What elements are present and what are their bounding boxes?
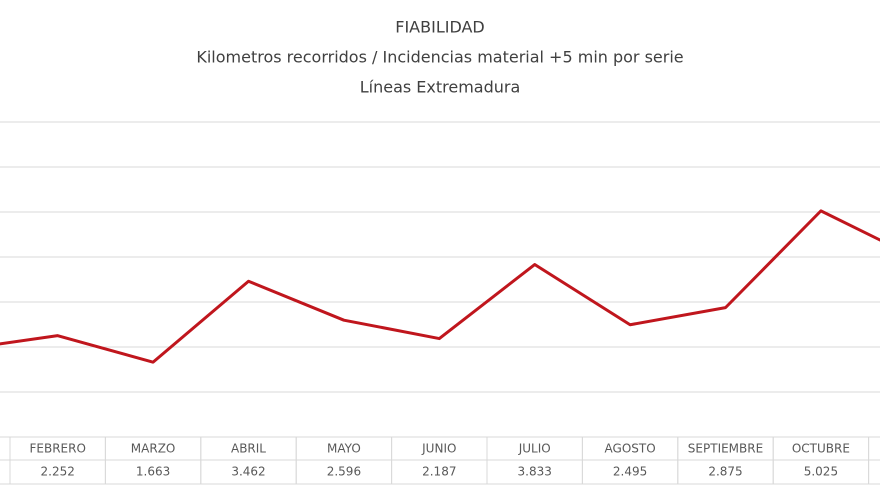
chart-subtitle: Kilometros recorridos / Incidencias mate… xyxy=(196,48,683,67)
table-cell xyxy=(0,459,11,485)
series-line xyxy=(0,209,880,364)
x-tick-label: MARZO xyxy=(131,442,176,456)
value-label: 3.833 xyxy=(518,465,552,479)
value-label: 3.462 xyxy=(231,465,265,479)
x-tick-label: AGOSTO xyxy=(605,442,656,456)
value-label: 2.252 xyxy=(41,465,75,479)
chart-subtitle: Líneas Extremadura xyxy=(360,78,521,97)
table-cell xyxy=(868,459,880,485)
value-label: 1.663 xyxy=(136,465,170,479)
table-cell xyxy=(868,436,880,461)
value-label: 2.875 xyxy=(708,465,742,479)
x-tick-label: SEPTIEMBRE xyxy=(688,442,763,456)
table-cell xyxy=(0,436,11,461)
value-label: 2.187 xyxy=(422,465,456,479)
value-label: 2.495 xyxy=(613,465,647,479)
x-tick-label: MAYO xyxy=(327,442,361,456)
x-tick-label: ABRIL xyxy=(231,442,266,456)
x-tick-label: OCTUBRE xyxy=(792,442,850,456)
value-label: 2.596 xyxy=(327,465,361,479)
value-label: 5.025 xyxy=(804,465,838,479)
x-tick-label: FEBRERO xyxy=(29,442,85,456)
chart-title: FIABILIDAD xyxy=(395,18,485,37)
x-tick-label: JULIO xyxy=(518,442,551,456)
x-tick-label: JUNIO xyxy=(421,442,456,456)
